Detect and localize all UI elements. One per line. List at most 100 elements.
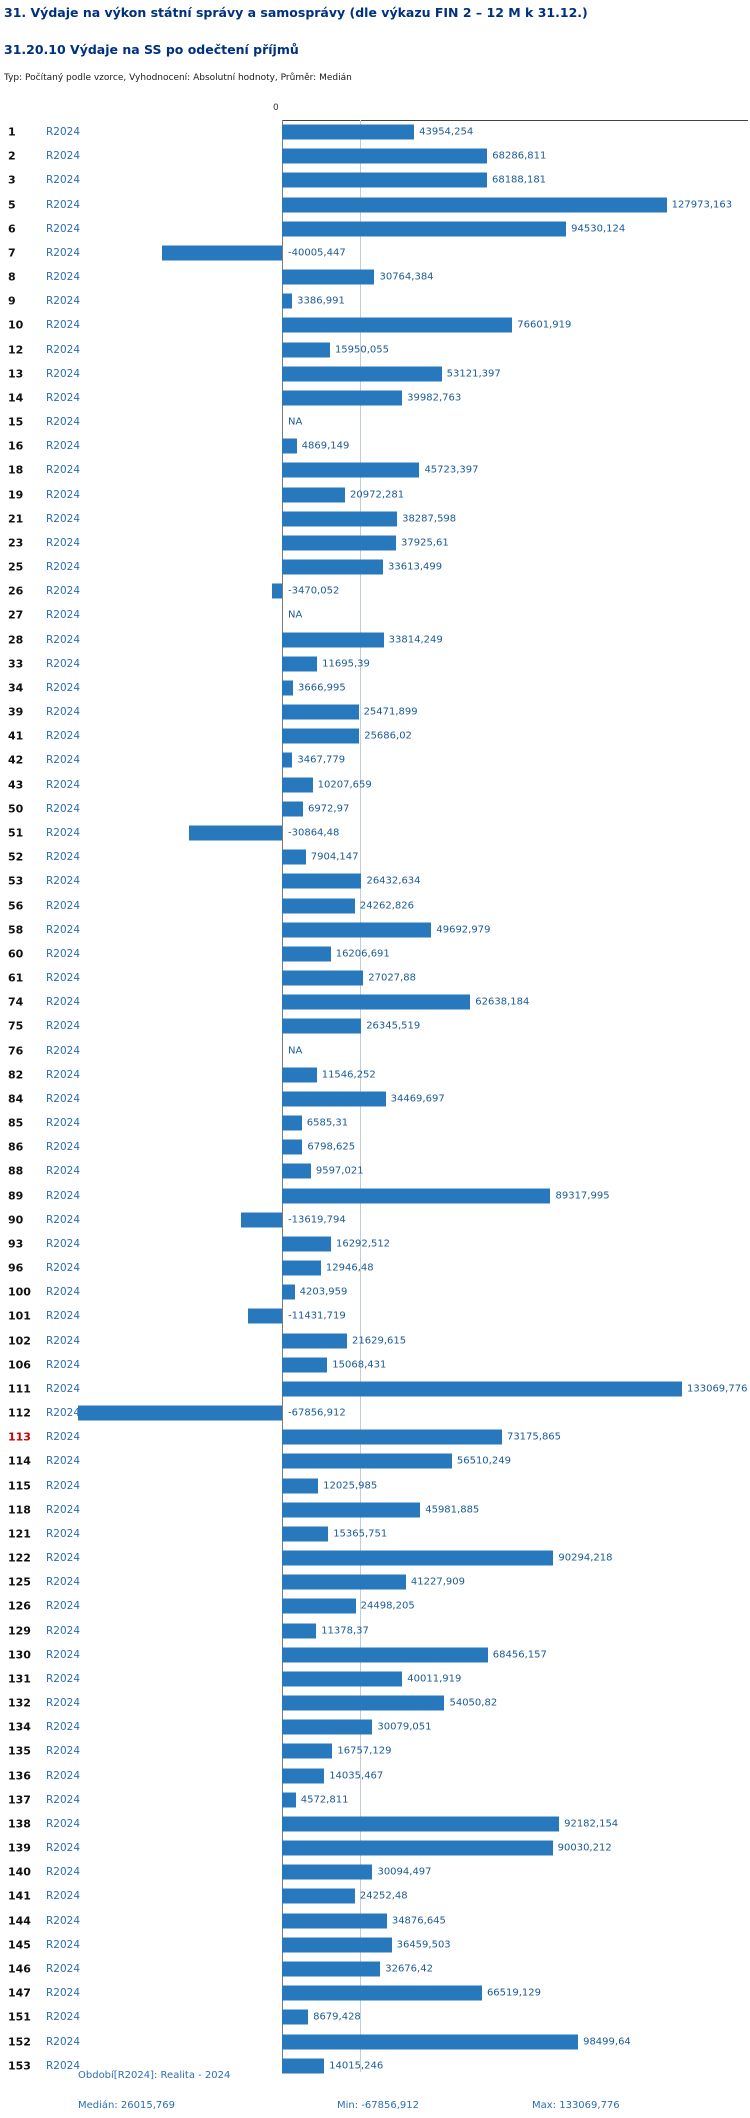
period-link[interactable]: R2024 <box>46 1866 81 1879</box>
period-link[interactable]: R2024 <box>46 126 81 139</box>
period-link[interactable]: R2024 <box>46 1697 81 1710</box>
bar[interactable] <box>282 342 330 358</box>
bar[interactable] <box>282 535 396 551</box>
period-link[interactable]: R2024 <box>46 1527 81 1540</box>
period-link[interactable]: R2024 <box>46 1890 81 1903</box>
bar[interactable] <box>282 1937 392 1953</box>
bar[interactable] <box>282 366 442 382</box>
period-link[interactable]: R2024 <box>46 2059 81 2072</box>
period-link[interactable]: R2024 <box>46 512 81 525</box>
period-link[interactable]: R2024 <box>46 222 81 235</box>
period-link[interactable]: R2024 <box>46 1721 81 1734</box>
bar[interactable] <box>282 172 487 188</box>
bar[interactable] <box>282 1913 387 1929</box>
bar[interactable] <box>282 1574 406 1590</box>
period-link[interactable]: R2024 <box>46 343 81 356</box>
bar[interactable] <box>282 1598 356 1614</box>
bar[interactable] <box>282 511 398 527</box>
bar[interactable] <box>78 1405 282 1421</box>
period-link[interactable]: R2024 <box>46 1479 81 1492</box>
period-link[interactable]: R2024 <box>46 246 81 259</box>
bar[interactable] <box>282 849 306 865</box>
bar[interactable] <box>282 801 303 817</box>
bar[interactable] <box>282 898 355 914</box>
period-link[interactable]: R2024 <box>46 778 81 791</box>
bar[interactable] <box>282 559 384 575</box>
period-link[interactable]: R2024 <box>46 1672 81 1685</box>
bar[interactable] <box>282 922 432 938</box>
bar[interactable] <box>282 1067 317 1083</box>
bar[interactable] <box>282 2058 325 2074</box>
period-link[interactable]: R2024 <box>46 440 81 453</box>
bar[interactable] <box>282 1647 488 1663</box>
period-link[interactable]: R2024 <box>46 319 81 332</box>
period-link[interactable]: R2024 <box>46 1962 81 1975</box>
period-link[interactable]: R2024 <box>46 150 81 163</box>
period-link[interactable]: R2024 <box>46 1987 81 2000</box>
period-link[interactable]: R2024 <box>46 1020 81 1033</box>
bar[interactable] <box>282 1091 386 1107</box>
bar[interactable] <box>282 1139 303 1155</box>
bar[interactable] <box>282 1163 311 1179</box>
bar[interactable] <box>282 269 375 285</box>
period-link[interactable]: R2024 <box>46 1552 81 1565</box>
bar[interactable] <box>282 946 331 962</box>
bar[interactable] <box>282 1236 331 1252</box>
period-link[interactable]: R2024 <box>46 464 81 477</box>
period-link[interactable]: R2024 <box>46 1044 81 1057</box>
period-link[interactable]: R2024 <box>46 1189 81 1202</box>
period-link[interactable]: R2024 <box>46 1938 81 1951</box>
period-link[interactable]: R2024 <box>46 198 81 211</box>
bar[interactable] <box>282 873 362 889</box>
period-link[interactable]: R2024 <box>46 1842 81 1855</box>
bar[interactable] <box>282 462 420 478</box>
bar[interactable] <box>282 1816 560 1832</box>
bar[interactable] <box>282 438 297 454</box>
bar[interactable] <box>282 1357 328 1373</box>
period-link[interactable]: R2024 <box>46 754 81 767</box>
period-link[interactable]: R2024 <box>46 1382 81 1395</box>
bar[interactable] <box>282 1961 381 1977</box>
period-link[interactable]: R2024 <box>46 681 81 694</box>
period-link[interactable]: R2024 <box>46 416 81 429</box>
bar[interactable] <box>282 1260 321 1276</box>
bar[interactable] <box>282 1429 502 1445</box>
period-link[interactable]: R2024 <box>46 899 81 912</box>
period-link[interactable]: R2024 <box>46 1793 81 1806</box>
period-link[interactable]: R2024 <box>46 947 81 960</box>
period-link[interactable]: R2024 <box>46 295 81 308</box>
period-link[interactable]: R2024 <box>46 1117 81 1130</box>
period-link[interactable]: R2024 <box>46 1358 81 1371</box>
bar[interactable] <box>282 1768 325 1784</box>
bar[interactable] <box>282 1719 373 1735</box>
bar[interactable] <box>282 2009 309 2025</box>
bar[interactable] <box>282 752 293 768</box>
period-link[interactable]: R2024 <box>46 1745 81 1758</box>
period-link[interactable]: R2024 <box>46 609 81 622</box>
period-link[interactable]: R2024 <box>46 1455 81 1468</box>
period-link[interactable]: R2024 <box>46 1503 81 1516</box>
bar[interactable] <box>282 1695 445 1711</box>
period-link[interactable]: R2024 <box>46 1141 81 1154</box>
bar[interactable] <box>271 583 282 599</box>
period-link[interactable]: R2024 <box>46 367 81 380</box>
period-link[interactable]: R2024 <box>46 174 81 187</box>
period-link[interactable]: R2024 <box>46 391 81 404</box>
bar[interactable] <box>282 1333 348 1349</box>
period-link[interactable]: R2024 <box>46 657 81 670</box>
period-link[interactable]: R2024 <box>46 875 81 888</box>
bar[interactable] <box>282 704 359 720</box>
bar[interactable] <box>282 1453 452 1469</box>
period-link[interactable]: R2024 <box>46 1334 81 1347</box>
period-link[interactable]: R2024 <box>46 1648 81 1661</box>
period-link[interactable]: R2024 <box>46 851 81 864</box>
bar[interactable] <box>282 680 294 696</box>
period-link[interactable]: R2024 <box>46 1262 81 1275</box>
bar[interactable] <box>282 148 488 164</box>
bar[interactable] <box>282 728 360 744</box>
period-link[interactable]: R2024 <box>46 706 81 719</box>
bar[interactable] <box>282 1985 482 2001</box>
period-link[interactable]: R2024 <box>46 923 81 936</box>
period-link[interactable]: R2024 <box>46 1600 81 1613</box>
period-link[interactable]: R2024 <box>46 1769 81 1782</box>
